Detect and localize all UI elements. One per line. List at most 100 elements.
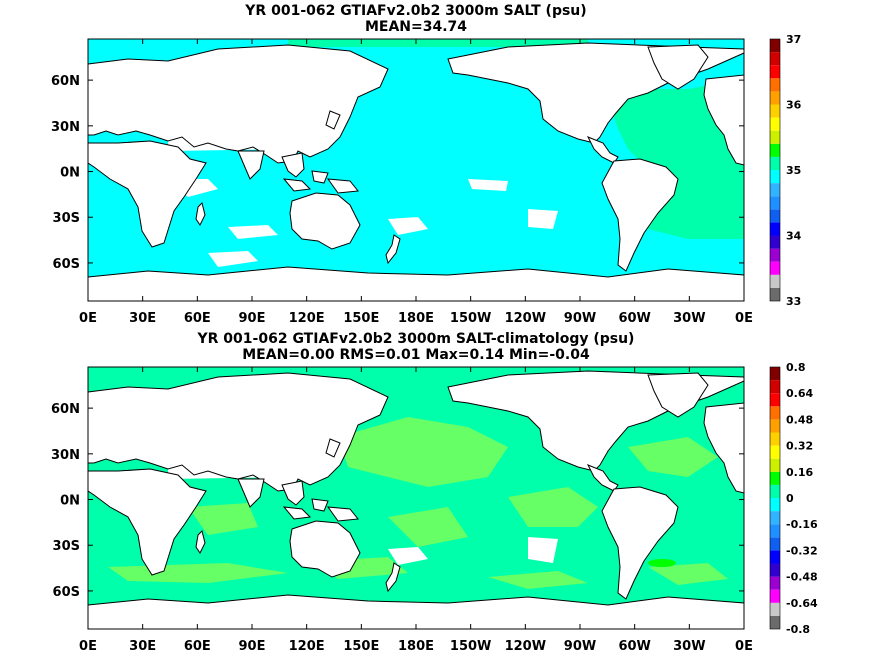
- x-tick-label: 60W: [618, 311, 650, 326]
- x-tick-label: 30W: [673, 639, 705, 654]
- colorbar-segment: [770, 235, 780, 249]
- colorbar-tick-label: 0.64: [786, 387, 813, 400]
- colorbar-segment: [770, 156, 780, 170]
- x-tick-label: 90E: [239, 311, 266, 326]
- y-tick-label: 60N: [51, 74, 80, 89]
- colorbar-segment: [770, 143, 780, 157]
- axes: 0E 30E 60E 90E 120E 150E 180E 150W 120W 90W 60W 30W…: [51, 39, 753, 654]
- colorbar-segment: [770, 39, 780, 53]
- y-tick-label: 60S: [53, 257, 80, 272]
- colorbar-segment: [770, 78, 780, 92]
- colorbar-frame: [769, 38, 781, 302]
- colorbar-segment: [770, 380, 780, 394]
- x-tick-label: 30E: [129, 639, 156, 654]
- x-tick-label: 90W: [564, 639, 596, 654]
- x-tick-label: 150E: [343, 311, 379, 326]
- colorbar-segment: [770, 65, 780, 79]
- x-tick-label: 120W: [505, 311, 546, 326]
- colorbar-tick-label: -0.32: [786, 544, 818, 557]
- x-tick-label: 60W: [618, 639, 650, 654]
- colorbar-segment: [770, 170, 780, 184]
- colorbar-tick-label: -0.48: [786, 571, 818, 584]
- top-arctic-field: [288, 39, 588, 47]
- colorbar-segment: [770, 484, 780, 498]
- y-tick-label: 30N: [51, 120, 80, 135]
- x-tick-label: 150W: [450, 311, 491, 326]
- y-tick-label: 60S: [53, 585, 80, 600]
- colorbar-segment: [770, 445, 780, 459]
- x-tick-label: 120E: [289, 639, 325, 654]
- colorbar-segment: [770, 537, 780, 551]
- colorbar: 0.8 0.64 0.48 0.32 0.16 0 -0.16 -0.32 -0.48 -0.64…: [769, 361, 818, 636]
- x-tick-label: 60E: [184, 639, 211, 654]
- colorbar-tick-label: 0.48: [786, 413, 813, 426]
- colorbar-segment: [770, 458, 780, 472]
- x-tick-label: 30W: [673, 311, 705, 326]
- colorbar-tick-label: 33: [786, 295, 801, 308]
- bottom-panel-subtitle: MEAN=0.00 RMS=0.01 Max=0.14 Min=-0.04: [242, 347, 590, 363]
- colorbar-tick-label: 36: [786, 99, 802, 112]
- colorbar-segment: [770, 524, 780, 538]
- x-tick-label: 0E: [735, 639, 753, 654]
- colorbar-segment: [770, 130, 780, 144]
- y-tick-label: 60N: [51, 402, 80, 417]
- colorbar-segment: [770, 393, 780, 407]
- colorbar-segment: [770, 419, 780, 433]
- colorbar-segment: [770, 104, 780, 118]
- colorbar-segment: [770, 563, 780, 577]
- y-tick-label: 30N: [51, 448, 80, 463]
- y-tick-label: 0N: [60, 166, 80, 181]
- colorbar-segment: [770, 52, 780, 66]
- x-tick-label: 180E: [398, 311, 434, 326]
- bottom-panel: [87, 366, 745, 630]
- colorbar-segment: [770, 196, 780, 210]
- x-tick-label: 120W: [505, 639, 546, 654]
- top-panel-title: YR 001-062 GTIAFv2.0b2 3000m SALT (psu): [245, 3, 587, 19]
- colorbar-tick-label: -0.8: [786, 623, 810, 636]
- colorbar-segment: [770, 209, 780, 223]
- colorbar-tick-label: 0: [786, 492, 794, 505]
- bottom-panel-title: YR 001-062 GTIAFv2.0b2 3000m SALT-climat…: [197, 331, 635, 347]
- colorbar-segment: [770, 261, 780, 275]
- x-tick-label: 30E: [129, 311, 156, 326]
- y-tick-label: 30S: [53, 211, 80, 226]
- colorbar-tick-label: -0.64: [786, 597, 818, 610]
- x-tick-label: 0E: [79, 639, 97, 654]
- colorbar-segment: [770, 274, 780, 288]
- colorbar: 37 36 35 34 33: [769, 33, 802, 308]
- x-tick-label: 60E: [184, 311, 211, 326]
- colorbar-segment: [770, 615, 780, 629]
- colorbar-segment: [770, 91, 780, 105]
- x-tick-label: 150E: [343, 639, 379, 654]
- colorbar-tick-label: 0.8: [786, 361, 806, 374]
- y-tick-label: 30S: [53, 539, 80, 554]
- bottom-positive-patches: [108, 417, 728, 589]
- colorbar-frame: [769, 366, 781, 630]
- x-tick-label: 90W: [564, 311, 596, 326]
- y-tick-label: 0N: [60, 494, 80, 509]
- colorbar-segment: [770, 248, 780, 262]
- colorbar-segment: [770, 406, 780, 420]
- colorbar-tick-label: 0.32: [786, 440, 813, 453]
- x-tick-label: 150W: [450, 639, 491, 654]
- top-panel: [87, 38, 745, 302]
- colorbar-segment: [770, 498, 780, 512]
- colorbar-segment: [770, 432, 780, 446]
- colorbar-segment: [770, 602, 780, 616]
- x-tick-label: 180E: [398, 639, 434, 654]
- colorbar-segment: [770, 589, 780, 603]
- colorbar-tick-label: 37: [786, 33, 801, 46]
- colorbar-tick-label: 35: [786, 164, 801, 177]
- x-tick-label: 0E: [79, 311, 97, 326]
- x-tick-label: 0E: [735, 311, 753, 326]
- colorbars: 37 36 35 34 33 0.8 0.64 0.48 0.32 0.16 0 -0.16 -0.32…: [769, 33, 818, 636]
- colorbar-tick-label: 0.16: [786, 466, 813, 479]
- colorbar-segment: [770, 511, 780, 525]
- colorbar-segment: [770, 367, 780, 381]
- colorbar-segment: [770, 550, 780, 564]
- bottom-peak-patch: [648, 559, 676, 567]
- colorbar-segment: [770, 287, 780, 301]
- x-tick-label: 90E: [239, 639, 266, 654]
- colorbar-tick-label: 34: [786, 230, 802, 243]
